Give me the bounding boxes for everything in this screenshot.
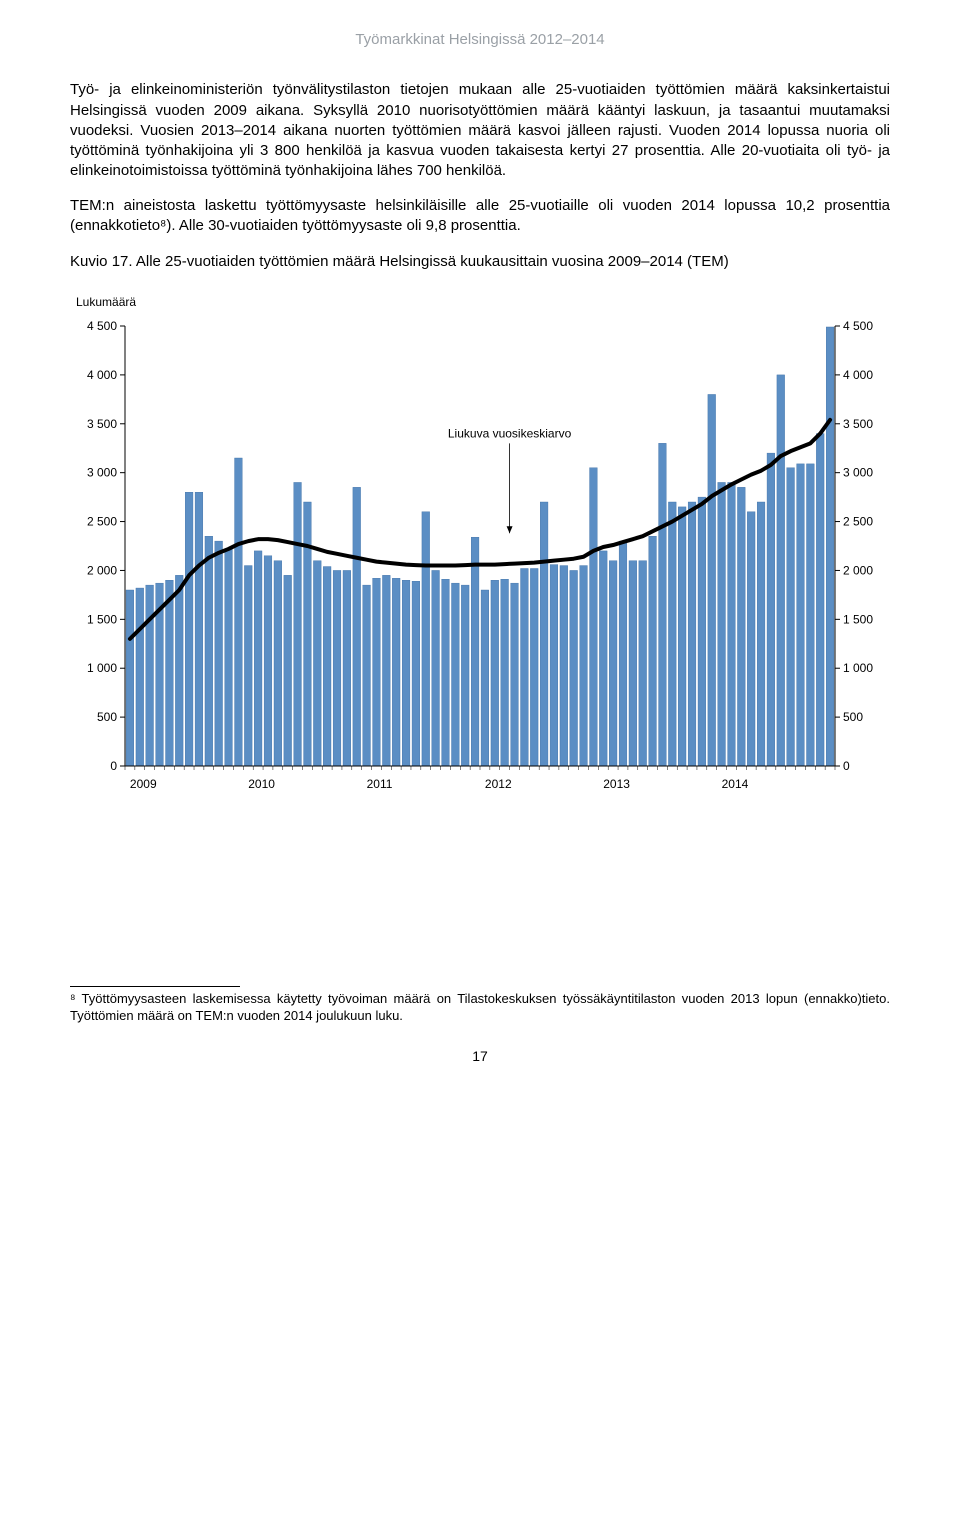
footnote-rule <box>70 986 240 987</box>
svg-text:2 000: 2 000 <box>87 564 117 578</box>
footnote-text: ⁸ Työttömyysasteen laskemisessa käytetty… <box>70 991 890 1025</box>
svg-text:2 500: 2 500 <box>843 515 873 529</box>
svg-text:1 000: 1 000 <box>843 662 873 676</box>
bar-chart: 0 0 500 500 1 000 1 000 1 500 1 500 2 000 2 000 2 … <box>70 316 890 806</box>
svg-text:3 000: 3 000 <box>87 466 117 480</box>
svg-text:3 000: 3 000 <box>843 466 873 480</box>
chart-container: Lukumäärä 0 0 500 500 1 000 1 000 1 500 1 500 2 … <box>70 294 890 806</box>
paragraph-2: TEM:n aineistosta laskettu työttömyysast… <box>70 196 890 237</box>
svg-text:2014: 2014 <box>722 777 749 791</box>
svg-text:1 500: 1 500 <box>843 613 873 627</box>
svg-text:2010: 2010 <box>248 777 275 791</box>
svg-text:4 000: 4 000 <box>87 368 117 382</box>
svg-text:0: 0 <box>843 759 850 773</box>
page-number: 17 <box>70 1047 890 1066</box>
svg-text:500: 500 <box>97 711 117 725</box>
svg-text:2013: 2013 <box>603 777 630 791</box>
svg-text:4 000: 4 000 <box>843 368 873 382</box>
svg-text:4 500: 4 500 <box>843 319 873 333</box>
svg-text:3 500: 3 500 <box>87 417 117 431</box>
page-header: Työmarkkinat Helsingissä 2012–2014 <box>70 30 890 50</box>
y-axis-title: Lukumäärä <box>70 294 890 310</box>
svg-text:2009: 2009 <box>130 777 157 791</box>
svg-text:Liukuva vuosikeskiarvo: Liukuva vuosikeskiarvo <box>448 427 572 441</box>
svg-text:4 500: 4 500 <box>87 319 117 333</box>
svg-text:0: 0 <box>110 759 117 773</box>
svg-text:1 500: 1 500 <box>87 613 117 627</box>
svg-text:2 500: 2 500 <box>87 515 117 529</box>
svg-text:2012: 2012 <box>485 777 512 791</box>
svg-text:2011: 2011 <box>367 777 393 791</box>
figure-title: Kuvio 17. Alle 25-vuotiaiden työttömien … <box>70 252 890 272</box>
svg-text:1 000: 1 000 <box>87 662 117 676</box>
svg-text:500: 500 <box>843 711 863 725</box>
svg-text:2 000: 2 000 <box>843 564 873 578</box>
svg-text:3 500: 3 500 <box>843 417 873 431</box>
paragraph-1: Työ- ja elinkeinoministeriön työnvälitys… <box>70 80 890 181</box>
